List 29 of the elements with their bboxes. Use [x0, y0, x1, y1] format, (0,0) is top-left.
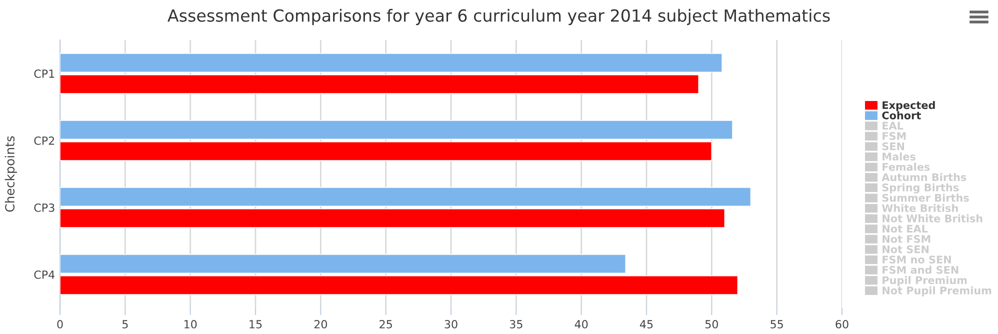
x-tick-label: 15 — [250, 320, 262, 328]
y-tick-label: CP1 — [34, 69, 54, 78]
legend-label: Cohort — [882, 111, 921, 120]
y-tick-label: CP4 — [34, 270, 55, 279]
x-tick-label: 20 — [314, 320, 327, 328]
y-axis-title: Checkpoints — [4, 136, 17, 212]
x-tick-label: 35 — [510, 320, 522, 328]
chart-title: Assessment Comparisons for year 6 curriculum year 2014 subject Mathematics — [168, 8, 830, 26]
x-tick-label: 25 — [380, 320, 392, 328]
x-tick-label: 30 — [444, 320, 458, 328]
bar — [60, 120, 733, 140]
x-tick-label: 50 — [705, 320, 718, 328]
x-tick-label: 55 — [770, 320, 783, 328]
bar — [60, 275, 738, 296]
x-tick-label: 60 — [836, 320, 848, 328]
bar — [60, 52, 723, 73]
bar — [60, 208, 726, 228]
x-tick-label: 45 — [640, 320, 653, 328]
x-tick-label: 0 — [57, 320, 63, 328]
bar — [60, 186, 752, 207]
x-tick-label: 5 — [122, 320, 128, 328]
x-tick-label: 40 — [574, 320, 588, 328]
bar — [60, 254, 626, 274]
legend-label: Expected — [882, 101, 935, 112]
y-tick-label: CP2 — [34, 136, 54, 145]
x-tick-label: 10 — [184, 320, 197, 328]
bar — [60, 74, 700, 94]
y-tick-label: CP3 — [34, 203, 54, 212]
bar — [60, 141, 712, 162]
